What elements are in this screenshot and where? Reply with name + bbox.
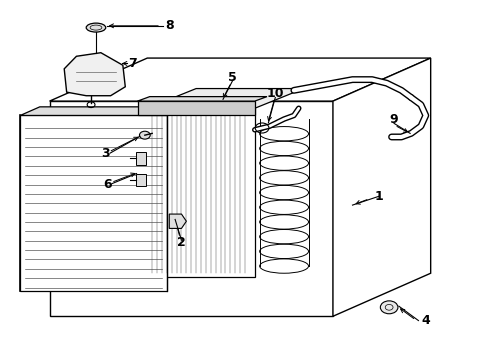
- Text: 6: 6: [103, 178, 112, 191]
- Text: 1: 1: [375, 190, 384, 203]
- Polygon shape: [136, 174, 146, 186]
- Ellipse shape: [86, 23, 106, 32]
- Polygon shape: [20, 107, 186, 116]
- Text: 8: 8: [165, 19, 173, 32]
- Polygon shape: [136, 152, 146, 165]
- Text: 4: 4: [421, 314, 430, 327]
- Ellipse shape: [140, 131, 150, 139]
- Polygon shape: [20, 116, 167, 291]
- Text: 9: 9: [390, 113, 398, 126]
- Polygon shape: [333, 58, 431, 316]
- Text: 7: 7: [128, 57, 137, 70]
- Polygon shape: [138, 101, 255, 116]
- Polygon shape: [49, 58, 431, 101]
- Polygon shape: [49, 101, 333, 316]
- Polygon shape: [64, 53, 125, 96]
- Circle shape: [380, 301, 398, 314]
- Text: 10: 10: [267, 87, 284, 100]
- Polygon shape: [147, 89, 304, 108]
- Text: 3: 3: [101, 147, 110, 159]
- Text: 5: 5: [228, 71, 237, 84]
- Polygon shape: [169, 214, 186, 228]
- Polygon shape: [138, 96, 267, 101]
- Polygon shape: [147, 108, 255, 277]
- Text: 2: 2: [177, 236, 186, 249]
